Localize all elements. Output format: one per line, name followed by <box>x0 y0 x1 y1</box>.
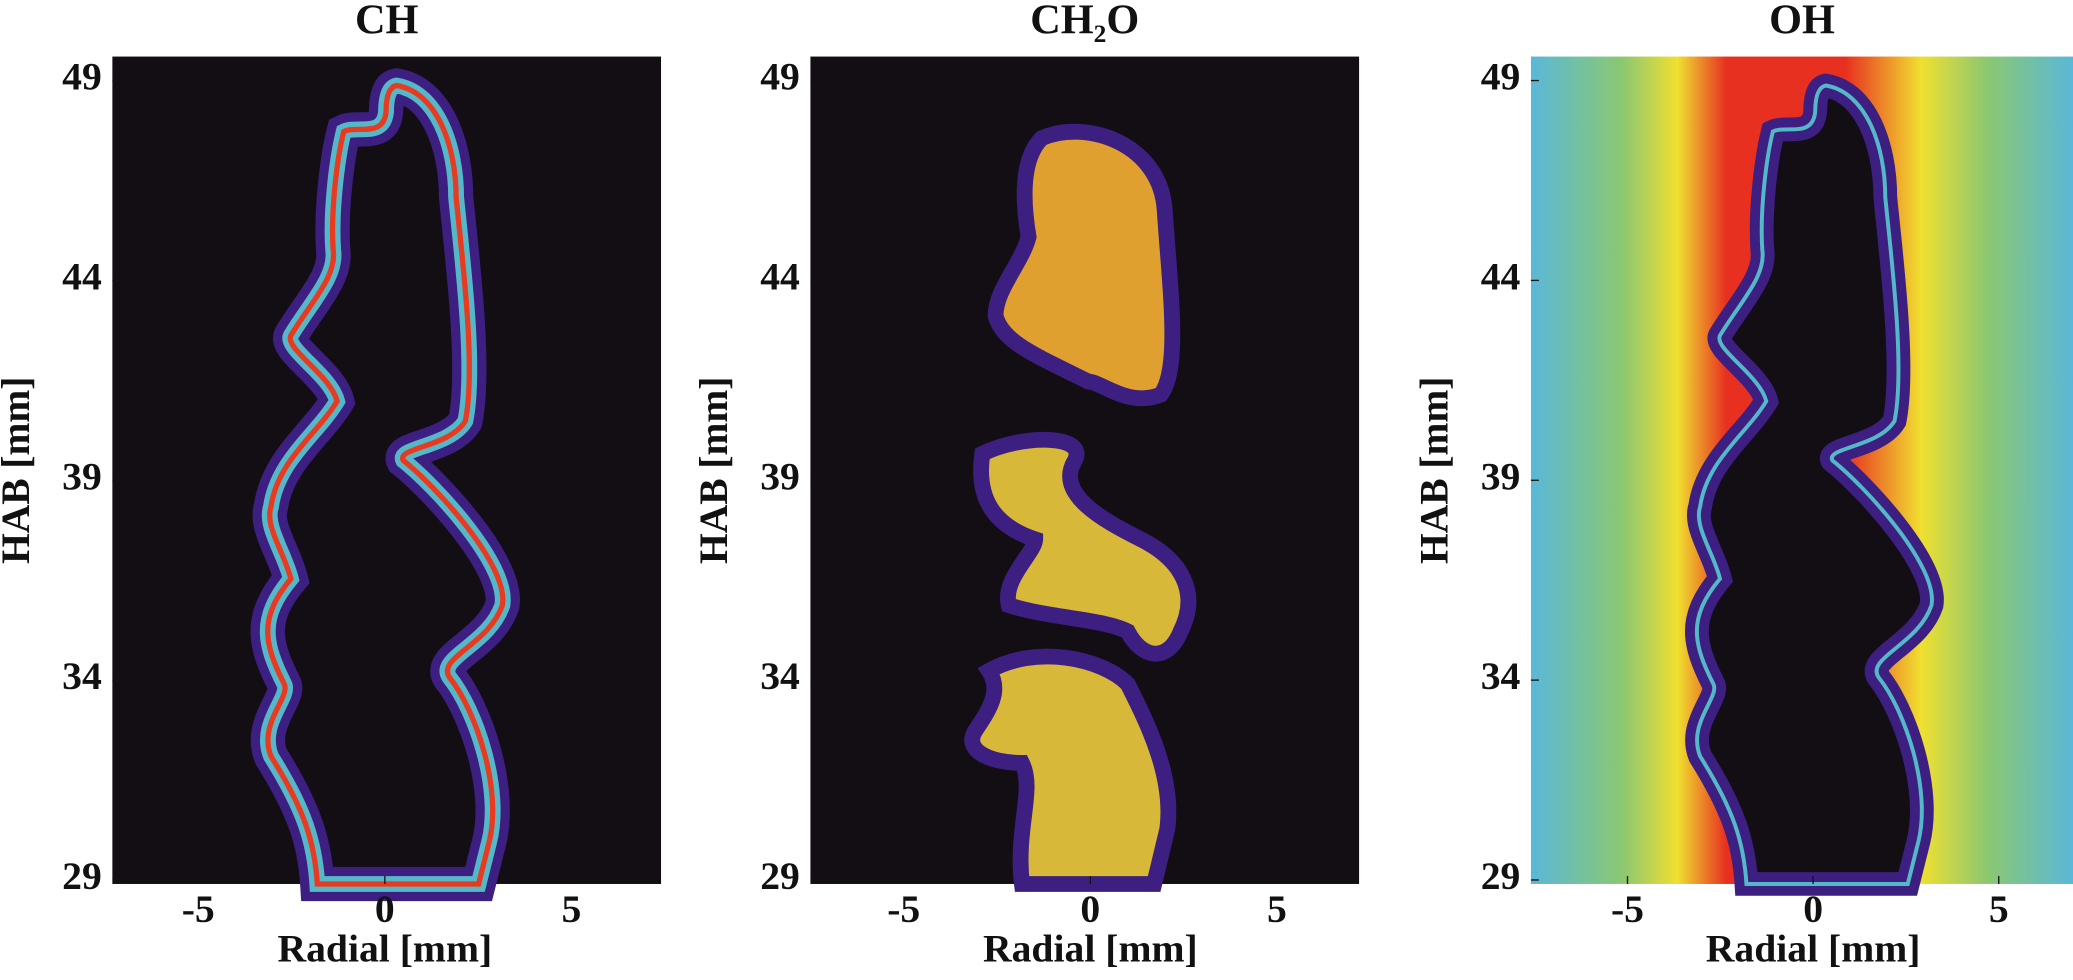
x-tick-label: 0 <box>1803 887 1823 931</box>
y-tick-label: 39 <box>760 454 800 498</box>
x-tick-label: -5 <box>182 887 215 931</box>
ch2o-blob <box>973 431 1197 662</box>
y-tick-label: 29 <box>760 854 800 898</box>
ch-image <box>112 56 662 884</box>
x-axis-label: Radial [mm] <box>1706 927 1921 971</box>
ch2o-blob <box>964 648 1177 892</box>
ch2o-blob <box>987 123 1181 407</box>
ch2o-blobs <box>964 123 1197 892</box>
y-tick-label: 44 <box>1481 255 1521 299</box>
panel-title: CH <box>355 0 419 43</box>
y-axis-label: HAB [mm] <box>692 377 736 564</box>
y-tick-label: 29 <box>1481 854 1521 898</box>
y-tick-label: 39 <box>62 454 102 498</box>
y-axis-label: HAB [mm] <box>1412 377 1456 564</box>
x-tick-label: 5 <box>1989 887 2009 931</box>
x-tick-label: 0 <box>375 887 395 931</box>
y-tick-label: 34 <box>1481 654 1521 698</box>
y-axis-label: HAB [mm] <box>0 377 38 564</box>
x-tick-label: 5 <box>562 887 582 931</box>
y-tick-label: 44 <box>62 255 102 299</box>
y-tick-label: 34 <box>760 654 800 698</box>
axes: CH -5 0 5 29 34 39 44 49 Radial [mm] HAB [mm] CH₂O -… <box>0 0 2009 970</box>
panel-title: CH₂O <box>1030 0 1139 43</box>
y-tick-label: 44 <box>760 255 800 299</box>
y-tick-label: 39 <box>1481 454 1521 498</box>
panel-images <box>112 56 2073 892</box>
panel-title: OH <box>1769 0 1835 43</box>
y-tick-label: 49 <box>760 55 800 99</box>
y-tick-label: 29 <box>62 854 102 898</box>
x-tick-label: -5 <box>1611 887 1644 931</box>
y-tick-label: 34 <box>62 654 102 698</box>
x-axis-label: Radial [mm] <box>277 927 492 971</box>
y-tick-label: 49 <box>1481 55 1521 99</box>
x-tick-label: 5 <box>1267 887 1287 931</box>
x-tick-label: -5 <box>887 887 920 931</box>
x-tick-label: 0 <box>1080 887 1100 931</box>
x-axis-label: Radial [mm] <box>983 927 1198 971</box>
y-tick-label: 49 <box>62 55 102 99</box>
